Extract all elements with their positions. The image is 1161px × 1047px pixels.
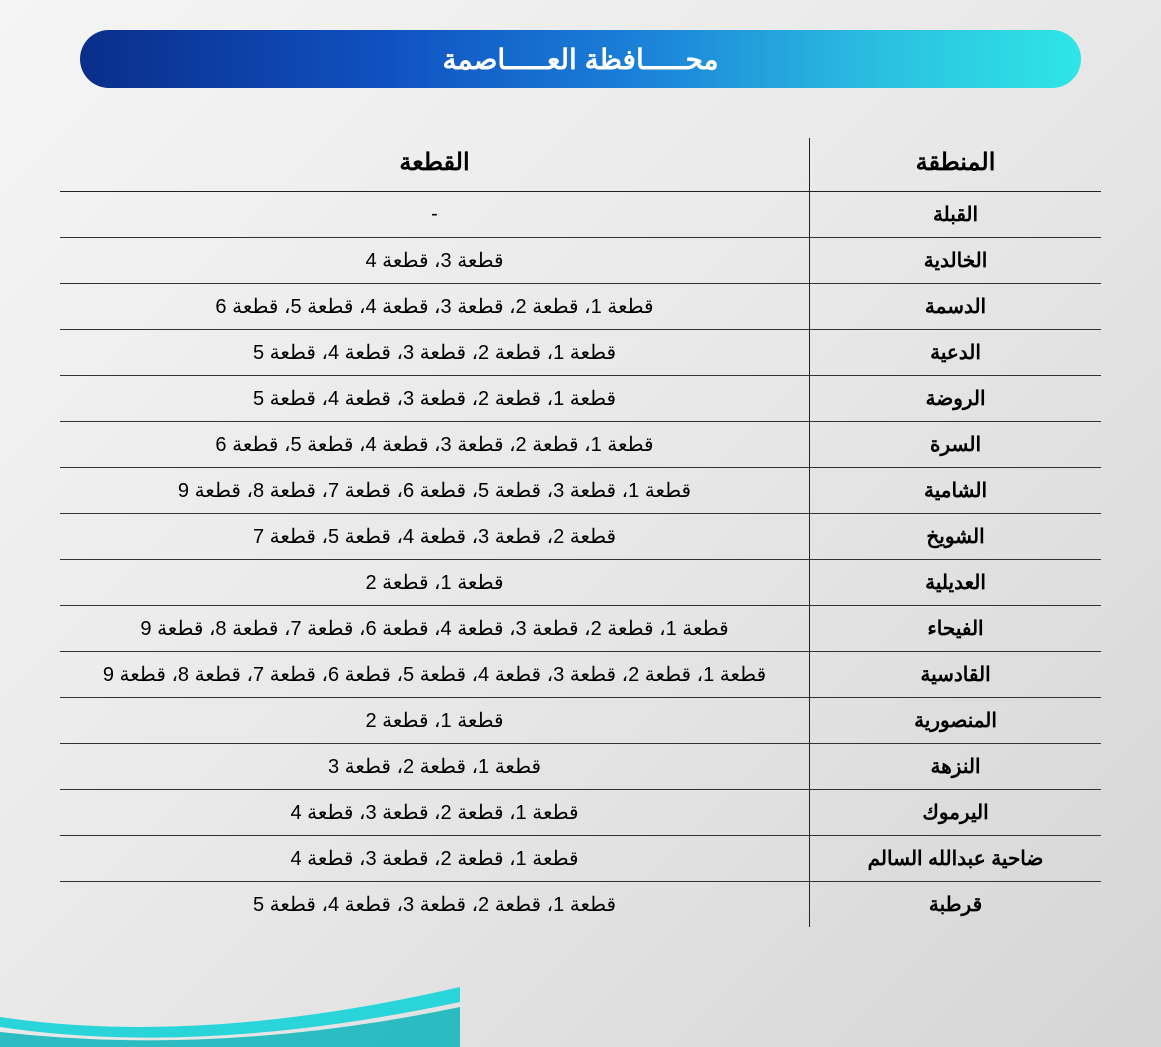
cell-block: قطعة 1، قطعة 2 — [60, 698, 810, 744]
table-row: الشويخقطعة 2، قطعة 3، قطعة 4، قطعة 5، قط… — [60, 514, 1101, 560]
header-band: محـــــافظة العـــــاصمة — [80, 30, 1081, 88]
cell-block: قطعة 1، قطعة 2، قطعة 3، قطعة 4 — [60, 790, 810, 836]
cell-region: ضاحية عبدالله السالم — [810, 836, 1101, 882]
cell-block: قطعة 1، قطعة 2، قطعة 3، قطعة 4، قطعة 5 — [60, 330, 810, 376]
table-row: الخالديةقطعة 3، قطعة 4 — [60, 238, 1101, 284]
cell-region: الدعية — [810, 330, 1101, 376]
cell-region: القادسية — [810, 652, 1101, 698]
table-row: السرةقطعة 1، قطعة 2، قطعة 3، قطعة 4، قطع… — [60, 422, 1101, 468]
cell-region: المنصورية — [810, 698, 1101, 744]
cell-region: الروضة — [810, 376, 1101, 422]
table-row: الروضةقطعة 1، قطعة 2، قطعة 3، قطعة 4، قط… — [60, 376, 1101, 422]
table-row: الدسمةقطعة 1، قطعة 2، قطعة 3، قطعة 4، قط… — [60, 284, 1101, 330]
table-row: العديليةقطعة 1، قطعة 2 — [60, 560, 1101, 606]
areas-table: المنطقة القطعة القبلة-الخالديةقطعة 3، قط… — [60, 138, 1101, 927]
table-row: القادسيةقطعة 1، قطعة 2، قطعة 3، قطعة 4، … — [60, 652, 1101, 698]
cell-block: قطعة 1، قطعة 2، قطعة 3، قطعة 4، قطعة 5، … — [60, 422, 810, 468]
cell-block: قطعة 1، قطعة 2، قطعة 3، قطعة 4، قطعة 5 — [60, 376, 810, 422]
cell-region: الخالدية — [810, 238, 1101, 284]
table-row: الدعيةقطعة 1، قطعة 2، قطعة 3، قطعة 4، قط… — [60, 330, 1101, 376]
table-row: الشاميةقطعة 1، قطعة 3، قطعة 5، قطعة 6، ق… — [60, 468, 1101, 514]
cell-region: الشامية — [810, 468, 1101, 514]
table-row: المنصوريةقطعة 1، قطعة 2 — [60, 698, 1101, 744]
table-row: ضاحية عبدالله السالمقطعة 1، قطعة 2، قطعة… — [60, 836, 1101, 882]
cell-region: اليرموك — [810, 790, 1101, 836]
column-header-region: المنطقة — [810, 138, 1101, 192]
cell-block: قطعة 1، قطعة 2، قطعة 3، قطعة 4، قطعة 5 — [60, 882, 810, 928]
table-row: الفيحاءقطعة 1، قطعة 2، قطعة 3، قطعة 4، ق… — [60, 606, 1101, 652]
table-container: المنطقة القطعة القبلة-الخالديةقطعة 3، قط… — [60, 138, 1101, 927]
cell-region: العديلية — [810, 560, 1101, 606]
table-row: قرطبةقطعة 1، قطعة 2، قطعة 3، قطعة 4، قطع… — [60, 882, 1101, 928]
cell-block: قطعة 1، قطعة 2، قطعة 3 — [60, 744, 810, 790]
cell-region: النزهة — [810, 744, 1101, 790]
cell-block: قطعة 2، قطعة 3، قطعة 4، قطعة 5، قطعة 7 — [60, 514, 810, 560]
page-title: محـــــافظة العـــــاصمة — [442, 43, 718, 76]
cell-block: قطعة 1، قطعة 3، قطعة 5، قطعة 6، قطعة 7، … — [60, 468, 810, 514]
cell-block: قطعة 1، قطعة 2، قطعة 3، قطعة 4 — [60, 836, 810, 882]
cell-block: قطعة 1، قطعة 2، قطعة 3، قطعة 4، قطعة 5، … — [60, 652, 810, 698]
corner-accent — [0, 947, 460, 1047]
cell-block: قطعة 3، قطعة 4 — [60, 238, 810, 284]
cell-block: قطعة 1، قطعة 2 — [60, 560, 810, 606]
table-header-row: المنطقة القطعة — [60, 138, 1101, 192]
table-row: النزهةقطعة 1، قطعة 2، قطعة 3 — [60, 744, 1101, 790]
cell-region: الدسمة — [810, 284, 1101, 330]
cell-block: - — [60, 192, 810, 238]
column-header-block: القطعة — [60, 138, 810, 192]
cell-region: الفيحاء — [810, 606, 1101, 652]
cell-block: قطعة 1، قطعة 2، قطعة 3، قطعة 4، قطعة 6، … — [60, 606, 810, 652]
table-row: القبلة- — [60, 192, 1101, 238]
cell-region: الشويخ — [810, 514, 1101, 560]
table-row: اليرموكقطعة 1، قطعة 2، قطعة 3، قطعة 4 — [60, 790, 1101, 836]
cell-block: قطعة 1، قطعة 2، قطعة 3، قطعة 4، قطعة 5، … — [60, 284, 810, 330]
cell-region: القبلة — [810, 192, 1101, 238]
cell-region: قرطبة — [810, 882, 1101, 928]
cell-region: السرة — [810, 422, 1101, 468]
